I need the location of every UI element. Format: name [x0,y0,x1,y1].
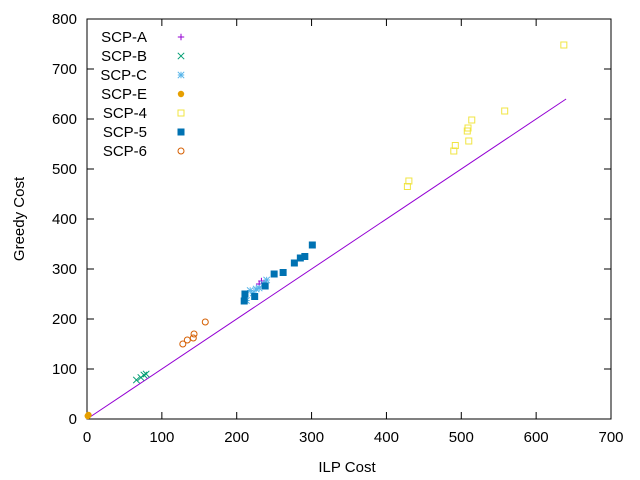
axis-ticks: 0 100 200 300 400 500 600 700 0 100 200 300 400 500 60… [52,11,624,446]
x-tick-label: 600 [524,429,549,446]
data-point [501,107,509,115]
y-tick-label: 200 [52,311,77,328]
y-tick-label: 500 [52,161,77,178]
legend: SCP-A SCP-B SCP-C SCP-E SCP-4 SCP-5 SCP-6 [100,29,185,160]
legend-marker [177,109,185,117]
legend-label: SCP-6 [103,143,147,160]
data-point [270,270,278,278]
legend-marker [177,90,185,98]
x-axis-label: ILP Cost [318,459,376,476]
data-points [84,41,568,420]
legend-label: SCP-E [101,86,147,103]
data-point [560,41,568,49]
x-tick-label: 400 [374,429,399,446]
data-point [261,282,269,290]
y-tick-label: 400 [52,211,77,228]
data-point [301,253,309,260]
plot-border [86,18,612,420]
data-point [279,269,287,276]
data-point [308,241,316,249]
data-point [189,334,197,342]
data-point [142,370,150,378]
data-point [451,142,459,149]
series-scp-5 [240,241,316,305]
y-axis-label: Greedy Cost [11,176,28,261]
reference-line [86,98,567,420]
legend-label: SCP-B [101,48,147,65]
legend-label: SCP-4 [103,105,147,122]
data-point [179,340,187,348]
legend-label: SCP-A [101,29,147,46]
legend-marker [177,147,185,155]
data-point [241,290,249,298]
legend-label: SCP-5 [103,124,147,141]
legend-marker [177,52,185,60]
data-point [464,124,472,132]
y-tick-label: 600 [52,111,77,128]
data-point [251,293,259,300]
x-tick-label: 500 [449,429,474,446]
data-point [263,276,271,284]
y-tick-label: 800 [52,11,77,28]
x-tick-label: 700 [598,429,623,446]
data-point [405,177,413,185]
data-point [190,330,198,338]
plot-frame [86,18,612,420]
data-point [183,336,191,344]
legend-marker [177,71,185,79]
data-point [132,376,140,384]
x-tick-label: 100 [149,429,174,446]
series-scp-b [132,370,150,384]
reference-line-group [86,98,567,420]
data-point [201,318,209,326]
x-tick-label: 300 [299,429,324,446]
data-point [140,371,148,379]
data-point [240,297,248,305]
series-scp-4 [403,41,568,190]
series-scp-6 [179,318,209,348]
y-tick-label: 0 [69,411,77,428]
x-tick-label: 200 [224,429,249,446]
legend-marker [177,128,185,136]
y-tick-label: 100 [52,361,77,378]
series-scp-e [84,411,92,420]
y-tick-label: 300 [52,261,77,278]
series-scp-c [242,276,271,305]
data-point [85,411,92,419]
data-point [465,137,473,145]
legend-marker [177,33,185,41]
data-point [296,254,304,262]
data-point [468,116,476,124]
y-tick-label: 700 [52,61,77,78]
legend-label: SCP-C [100,67,147,84]
x-tick-label: 0 [83,429,91,446]
data-point [290,259,298,267]
